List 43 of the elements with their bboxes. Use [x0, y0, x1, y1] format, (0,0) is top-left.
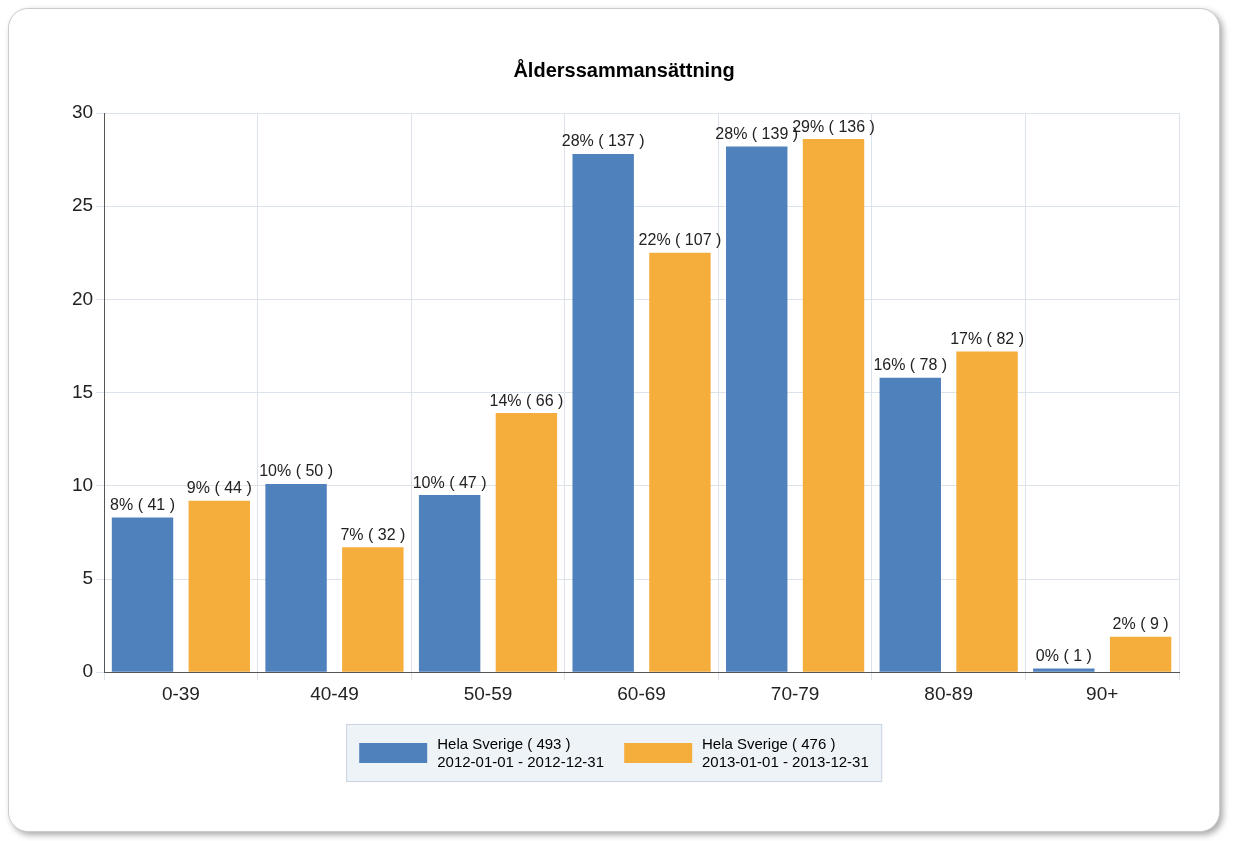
bar — [342, 547, 404, 672]
bar — [111, 517, 174, 672]
x-tick-label: 90+ — [1086, 682, 1119, 704]
bar — [802, 139, 865, 672]
bar — [879, 377, 941, 672]
data-label: 8% ( 41 ) — [110, 495, 175, 513]
data-label: 22% ( 107 ) — [638, 231, 722, 249]
chart-title: Ålderssammansättning — [513, 57, 735, 81]
data-label: 14% ( 66 ) — [489, 391, 564, 409]
x-tick-label: 70-79 — [770, 682, 820, 704]
bar — [1033, 668, 1095, 672]
bar — [1109, 636, 1172, 672]
bar — [572, 154, 634, 672]
bar — [265, 483, 327, 672]
y-tick-label: 15 — [71, 380, 94, 402]
y-tick-label: 10 — [71, 474, 94, 496]
bar — [495, 413, 558, 672]
y-tick-label: 25 — [71, 194, 94, 216]
data-label: 2% ( 9 ) — [1112, 615, 1169, 633]
data-label: 17% ( 82 ) — [950, 330, 1024, 347]
bar — [649, 252, 711, 672]
x-tick-label: 40-49 — [310, 682, 359, 704]
legend-label: Hela Sverige ( 476 ) 2013-01-01 - 2013-12-31 — [702, 735, 869, 771]
data-label: 10% ( 47 ) — [412, 473, 487, 491]
bar — [188, 500, 251, 672]
legend-label: Hela Sverige ( 493 ) 2012-01-01 - 2012-12-31 — [437, 735, 604, 771]
x-tick-label: 50-59 — [463, 682, 513, 704]
x-tick-label: 60-69 — [617, 682, 666, 704]
bar — [956, 351, 1018, 672]
data-label: 0% ( 1 ) — [1035, 646, 1092, 664]
y-tick-label: 5 — [82, 567, 94, 589]
data-label: 10% ( 50 ) — [259, 462, 333, 480]
data-label: 9% ( 44 ) — [186, 479, 252, 497]
bar — [726, 146, 788, 672]
y-tick-label: 30 — [71, 101, 94, 123]
x-tick-label: 80-89 — [924, 682, 973, 704]
data-label: 28% ( 137 ) — [561, 132, 645, 150]
data-label: 7% ( 32 ) — [340, 525, 406, 543]
x-tick-label: 0-39 — [161, 682, 200, 704]
y-tick-label: 0 — [82, 660, 94, 682]
data-label: 16% ( 78 ) — [873, 356, 948, 374]
y-tick-label: 20 — [71, 287, 94, 309]
bar — [418, 495, 481, 672]
